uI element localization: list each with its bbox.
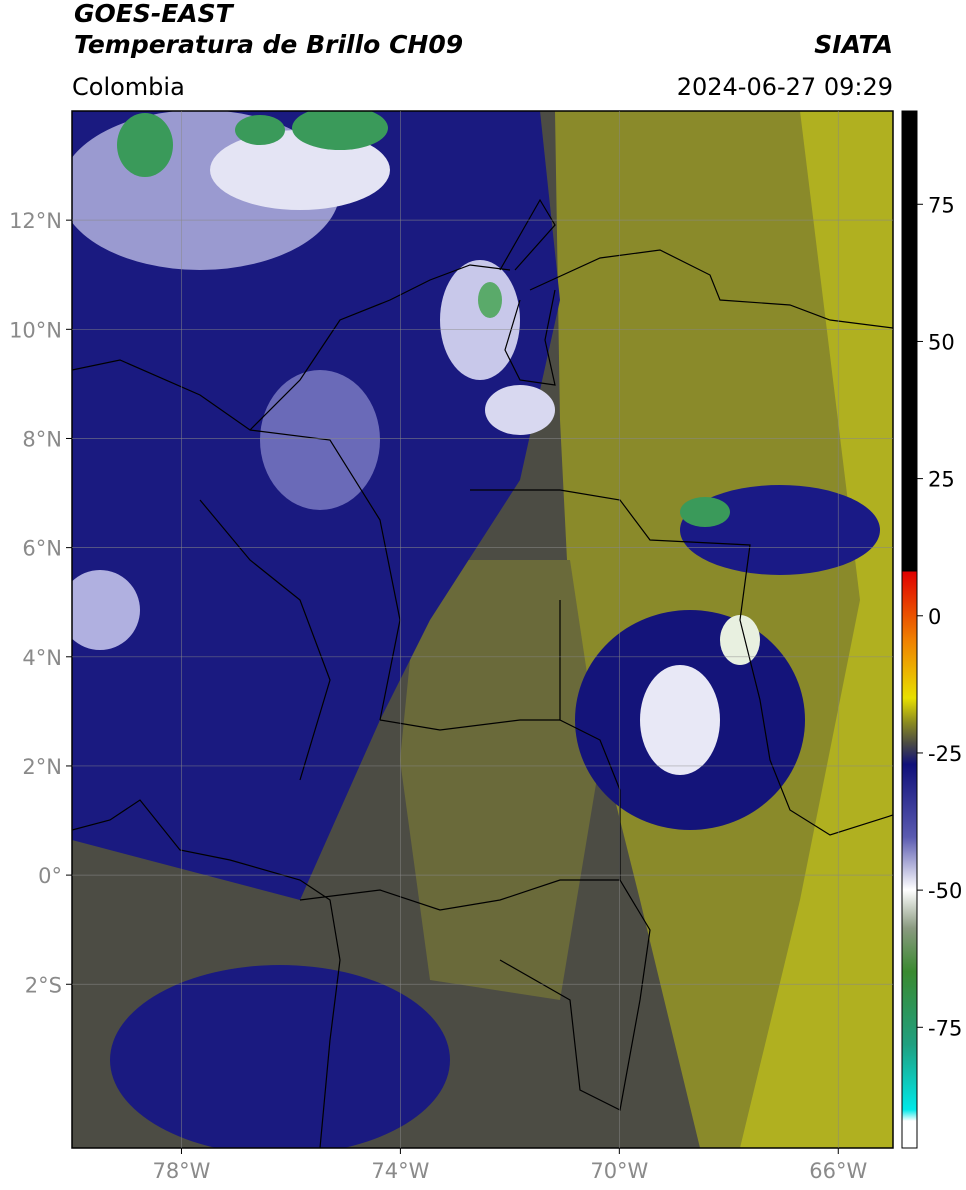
colorbar-tick-label: -75 [928, 1016, 962, 1040]
x-tick-label: 78°W [152, 1159, 210, 1183]
y-tick-label: 10°N [9, 318, 62, 342]
source: SIATA [814, 30, 893, 59]
satellite-image [72, 111, 893, 1148]
title: GOES-EAST [74, 0, 235, 28]
y-tick-label: 0° [38, 864, 62, 888]
y-tick-label: 6°N [22, 537, 62, 561]
colorbar-tick-label: 50 [928, 330, 955, 354]
y-tick-label: 4°N [22, 646, 62, 670]
subtitle: Temperatura de Brillo CH09 [74, 30, 463, 59]
y-tick-label: 2°N [22, 755, 62, 779]
colorbar-tick-label: -50 [928, 879, 962, 903]
y-tick-label: 2°S [25, 973, 62, 997]
x-tick-label: 74°W [371, 1159, 429, 1183]
x-tick-label: 66°W [809, 1159, 867, 1183]
colorbar-tick-label: 0 [928, 605, 941, 629]
colorbar-tick-label: 75 [928, 193, 955, 217]
y-tick-label: 12°N [9, 209, 62, 233]
colorbar-tick-label: 25 [928, 468, 955, 492]
x-tick-label: 70°W [590, 1159, 648, 1183]
y-tick-label: 8°N [22, 427, 62, 451]
colorbar [901, 110, 918, 1149]
map-frame [71, 110, 894, 1149]
colorbar-tick-label: -25 [928, 742, 962, 766]
region: Colombia [72, 73, 185, 101]
datetime: 2024-06-27 09:29 [677, 73, 893, 101]
